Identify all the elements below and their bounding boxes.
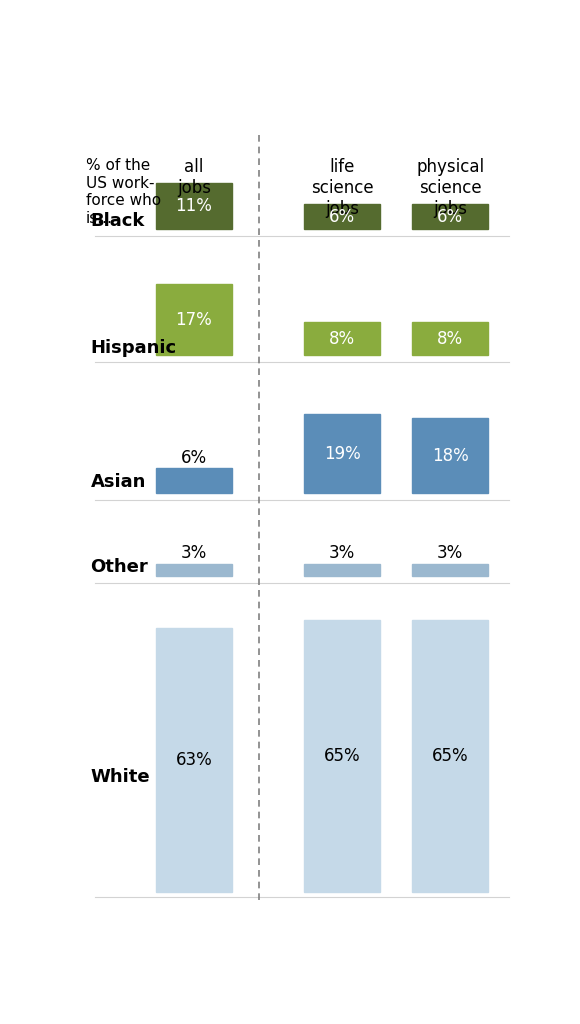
Text: physical
science
jobs: physical science jobs	[416, 159, 484, 218]
Text: 8%: 8%	[437, 330, 463, 348]
Text: 6%: 6%	[181, 450, 207, 467]
Text: 63%: 63%	[176, 751, 212, 769]
Bar	[412, 204, 488, 229]
Text: 3%: 3%	[329, 545, 356, 562]
Bar	[304, 204, 380, 229]
Text: life
science
jobs: life science jobs	[311, 159, 374, 218]
Text: Hispanic: Hispanic	[90, 339, 176, 356]
Text: 65%: 65%	[324, 746, 361, 765]
Bar	[412, 418, 488, 494]
Text: all
jobs: all jobs	[177, 159, 211, 198]
Bar	[155, 183, 232, 229]
Text: 8%: 8%	[329, 330, 356, 348]
Bar	[412, 564, 488, 577]
Text: 65%: 65%	[432, 746, 469, 765]
Bar	[412, 620, 488, 892]
Text: 18%: 18%	[432, 446, 469, 465]
Bar	[155, 468, 232, 494]
Text: Asian: Asian	[90, 473, 146, 490]
Text: 6%: 6%	[329, 208, 356, 225]
Text: 17%: 17%	[176, 311, 212, 329]
Bar	[304, 414, 380, 494]
Text: 3%: 3%	[181, 545, 207, 562]
Text: Black: Black	[90, 212, 145, 230]
Bar	[412, 323, 488, 355]
Bar	[155, 285, 232, 355]
Text: 3%: 3%	[437, 545, 463, 562]
Text: % of the
US work-
force who
is...: % of the US work- force who is...	[86, 159, 161, 225]
Text: Other: Other	[90, 558, 148, 575]
Text: 6%: 6%	[437, 208, 463, 225]
Bar	[304, 564, 380, 577]
Text: 11%: 11%	[175, 198, 212, 215]
Bar	[155, 564, 232, 577]
Bar	[304, 323, 380, 355]
Bar	[155, 629, 232, 892]
Bar	[304, 620, 380, 892]
Text: White: White	[90, 768, 150, 786]
Text: 19%: 19%	[324, 444, 361, 463]
